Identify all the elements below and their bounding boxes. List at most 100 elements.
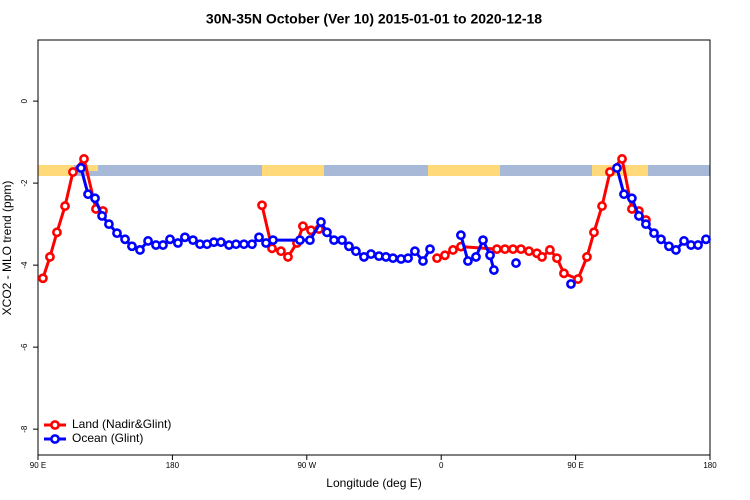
data-point: [566, 279, 576, 289]
data-point: [463, 256, 473, 266]
legend-label: Ocean (Glint): [72, 431, 143, 445]
data-point: [500, 244, 510, 255]
data-point: [366, 249, 376, 259]
y-tick-label: -6: [20, 343, 29, 351]
data-point: [612, 163, 622, 173]
data-point: [316, 217, 326, 227]
y-axis-label: XCO2 - MLO trend (ppm): [0, 181, 14, 316]
ocean-strip: [38, 165, 710, 176]
data-point: [545, 245, 555, 255]
data-point: [104, 219, 114, 230]
data-point: [254, 232, 264, 243]
data-point: [489, 265, 499, 275]
data-point: [276, 246, 286, 257]
data-point: [180, 232, 190, 243]
y-tick-label: -8: [20, 425, 29, 433]
data-point: [268, 235, 278, 246]
data-point: [388, 253, 398, 264]
land-strip: [38, 165, 74, 176]
chart-title: 30N-35N October (Ver 10) 2015-01-01 to 2…: [206, 11, 542, 27]
data-point: [485, 250, 495, 261]
data-point: [508, 244, 518, 255]
data-point: [516, 244, 526, 255]
data-point: [410, 246, 420, 257]
data-point: [283, 252, 293, 262]
data-point: [188, 235, 198, 246]
data-point: [45, 252, 55, 262]
data-point: [492, 244, 502, 255]
data-point: [478, 235, 488, 246]
data-point: [619, 189, 629, 200]
legend: Land (Nadir&Glint)Ocean (Glint): [44, 417, 171, 445]
x-tick-label: 0: [439, 461, 444, 470]
data-point: [471, 252, 481, 262]
x-tick-label: 180: [703, 461, 717, 470]
data-point: [135, 245, 145, 255]
data-point: [573, 274, 583, 284]
data-point: [79, 154, 89, 164]
x-tick-label: 90 W: [297, 461, 316, 470]
x-axis-label: Longitude (deg E): [326, 476, 421, 490]
data-point: [76, 163, 86, 173]
data-point: [68, 167, 78, 177]
data-point: [351, 246, 361, 257]
data-point: [537, 252, 547, 262]
data-point: [649, 228, 659, 239]
data-point: [165, 234, 175, 245]
y-tick-label: -2: [20, 179, 29, 187]
data-point: [231, 239, 241, 250]
plot-frame: [37, 39, 711, 456]
data-point: [173, 238, 183, 248]
x-tick-label: 90 E: [30, 461, 46, 470]
data-point: [440, 250, 450, 261]
data-point: [295, 235, 305, 246]
data-point: [97, 211, 107, 221]
land-strip: [262, 165, 324, 176]
data-point: [448, 245, 458, 255]
data-point: [60, 201, 70, 211]
data-point: [52, 227, 62, 238]
legend-label: Land (Nadir&Glint): [72, 417, 171, 431]
data-point: [425, 244, 435, 255]
data-point: [216, 237, 226, 248]
data-point: [679, 236, 689, 246]
data-point: [329, 235, 339, 246]
data-point: [634, 211, 644, 221]
data-point: [90, 193, 100, 204]
data-point: [701, 234, 711, 245]
data-point: [239, 239, 249, 250]
data-point: [257, 200, 267, 211]
data-point: [617, 154, 627, 164]
land-strip: [88, 165, 98, 171]
data-point: [664, 241, 674, 252]
land-strip: [428, 165, 500, 176]
data-point: [552, 253, 562, 264]
x-tick-label: 180: [166, 461, 180, 470]
data-point: [337, 235, 347, 246]
x-tick-label: 90 E: [567, 461, 583, 470]
data-point: [38, 273, 48, 284]
data-point: [418, 256, 428, 266]
data-point: [432, 253, 442, 264]
legend-marker: [50, 420, 60, 430]
data-point: [298, 221, 308, 232]
data-point: [322, 227, 332, 238]
data-point: [456, 230, 466, 241]
data-point: [693, 240, 703, 250]
data-point: [511, 258, 521, 268]
data-point: [582, 252, 592, 262]
data-point: [143, 236, 153, 246]
data-point: [247, 239, 257, 250]
data-point: [589, 227, 599, 238]
y-tick-label: -4: [20, 261, 29, 269]
y-tick-label: 0: [20, 98, 29, 103]
data-point: [120, 234, 130, 245]
data-point: [524, 246, 534, 257]
data-point: [158, 240, 168, 250]
data-point: [656, 234, 666, 245]
data-point: [112, 228, 122, 239]
data-point: [403, 253, 413, 264]
data-point: [626, 193, 637, 204]
data-point: [83, 189, 93, 200]
